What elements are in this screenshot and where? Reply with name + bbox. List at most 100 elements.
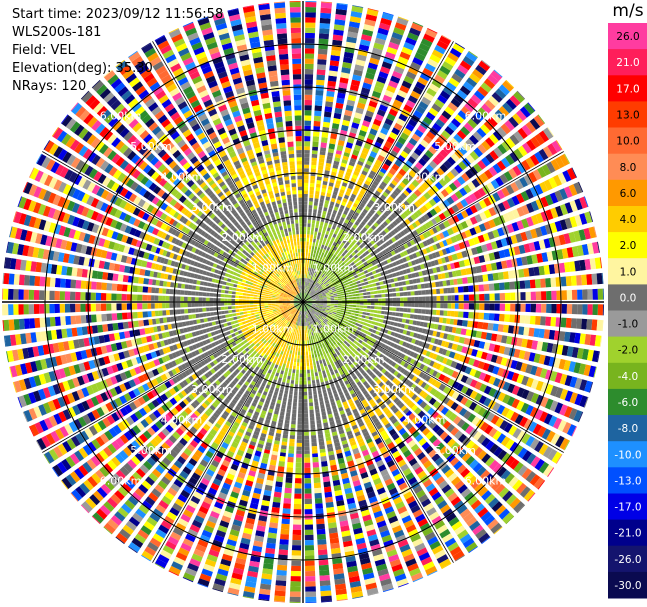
velocity-gate [482, 274, 489, 282]
velocity-gate [305, 17, 316, 23]
velocity-gate [350, 261, 355, 266]
velocity-gate [432, 122, 442, 132]
velocity-gate [283, 95, 291, 101]
velocity-gate [304, 297, 308, 301]
velocity-gate [366, 291, 371, 295]
velocity-gate [484, 169, 494, 180]
velocity-gate [199, 318, 205, 323]
velocity-gate [116, 293, 122, 301]
velocity-gate [487, 74, 499, 86]
velocity-gate [333, 282, 338, 286]
velocity-gate [142, 286, 149, 293]
velocity-gate [427, 188, 436, 197]
velocity-gate [279, 303, 283, 305]
velocity-gate [495, 239, 503, 249]
velocity-gate [448, 77, 460, 88]
velocity-gate [253, 297, 258, 300]
velocity-gate [210, 316, 215, 321]
velocity-gate [380, 214, 387, 220]
velocity-gate [358, 276, 363, 280]
velocity-gate [509, 151, 519, 163]
velocity-gate [428, 198, 437, 207]
velocity-gate [173, 282, 178, 288]
velocity-gate [293, 238, 297, 242]
velocity-gate [326, 295, 331, 297]
velocity-gate [504, 292, 511, 301]
velocity-gate [320, 221, 324, 226]
velocity-gate [490, 262, 498, 271]
velocity-gate [431, 185, 440, 194]
velocity-gate [395, 94, 405, 103]
velocity-gate [304, 99, 312, 106]
velocity-gate [332, 254, 337, 259]
velocity-gate [574, 214, 583, 227]
velocity-gate [378, 171, 385, 177]
velocity-gate [238, 295, 243, 299]
velocity-gate [475, 265, 482, 274]
velocity-gate [523, 102, 535, 115]
velocity-gate [493, 69, 503, 78]
velocity-gate [172, 303, 177, 308]
velocity-gate [329, 291, 333, 294]
velocity-gate [316, 176, 322, 181]
velocity-gate [59, 303, 65, 313]
velocity-gate [298, 252, 301, 257]
velocity-gate [305, 293, 307, 297]
velocity-gate [205, 302, 210, 307]
velocity-gate [326, 238, 331, 244]
velocity-gate [312, 298, 316, 300]
velocity-gate [458, 161, 467, 171]
velocity-gate [420, 215, 427, 223]
velocity-gate [231, 306, 236, 309]
velocity-gate [408, 137, 418, 146]
velocity-gate [260, 295, 265, 298]
velocity-gate [303, 237, 306, 242]
velocity-gate [318, 292, 322, 296]
velocity-gate [106, 293, 112, 301]
velocity-gate [350, 241, 356, 246]
velocity-gate [290, 22, 301, 28]
velocity-gate [384, 188, 391, 195]
velocity-gate [275, 304, 280, 307]
velocity-gate [277, 131, 285, 138]
velocity-gate [375, 269, 380, 274]
velocity-gate [196, 319, 201, 324]
velocity-gate [296, 146, 302, 151]
velocity-gate [382, 94, 392, 103]
velocity-gate [329, 270, 333, 275]
velocity-gate [447, 207, 455, 216]
velocity-gate [243, 289, 248, 293]
velocity-gate [241, 318, 246, 322]
velocity-gate [198, 302, 203, 307]
velocity-gate [362, 289, 367, 292]
velocity-gate [315, 282, 318, 286]
velocity-gate [246, 310, 251, 314]
velocity-gate [304, 171, 309, 176]
velocity-gate [536, 253, 544, 263]
velocity-gate [349, 283, 354, 287]
velocity-gate [235, 309, 240, 313]
velocity-gate [406, 241, 412, 248]
velocity-gate [410, 151, 420, 161]
velocity-gate [304, 297, 307, 301]
velocity-gate [550, 159, 561, 171]
velocity-gate [425, 164, 434, 173]
velocity-gate [116, 312, 123, 320]
velocity-gate [262, 289, 267, 292]
velocity-gate [460, 106, 472, 116]
velocity-gate [304, 168, 309, 173]
velocity-gate [469, 193, 478, 203]
velocity-gate [152, 318, 157, 325]
velocity-gate [400, 150, 409, 159]
velocity-gate [400, 264, 406, 269]
velocity-gate [399, 181, 407, 189]
velocity-gate [327, 299, 331, 301]
velocity-gate [111, 283, 118, 291]
velocity-gate [504, 282, 510, 290]
velocity-gate [306, 234, 310, 238]
velocity-gate [242, 293, 247, 296]
velocity-gate [262, 312, 267, 315]
velocity-gate [437, 258, 443, 265]
velocity-gate [558, 234, 566, 246]
velocity-gate [428, 145, 437, 155]
